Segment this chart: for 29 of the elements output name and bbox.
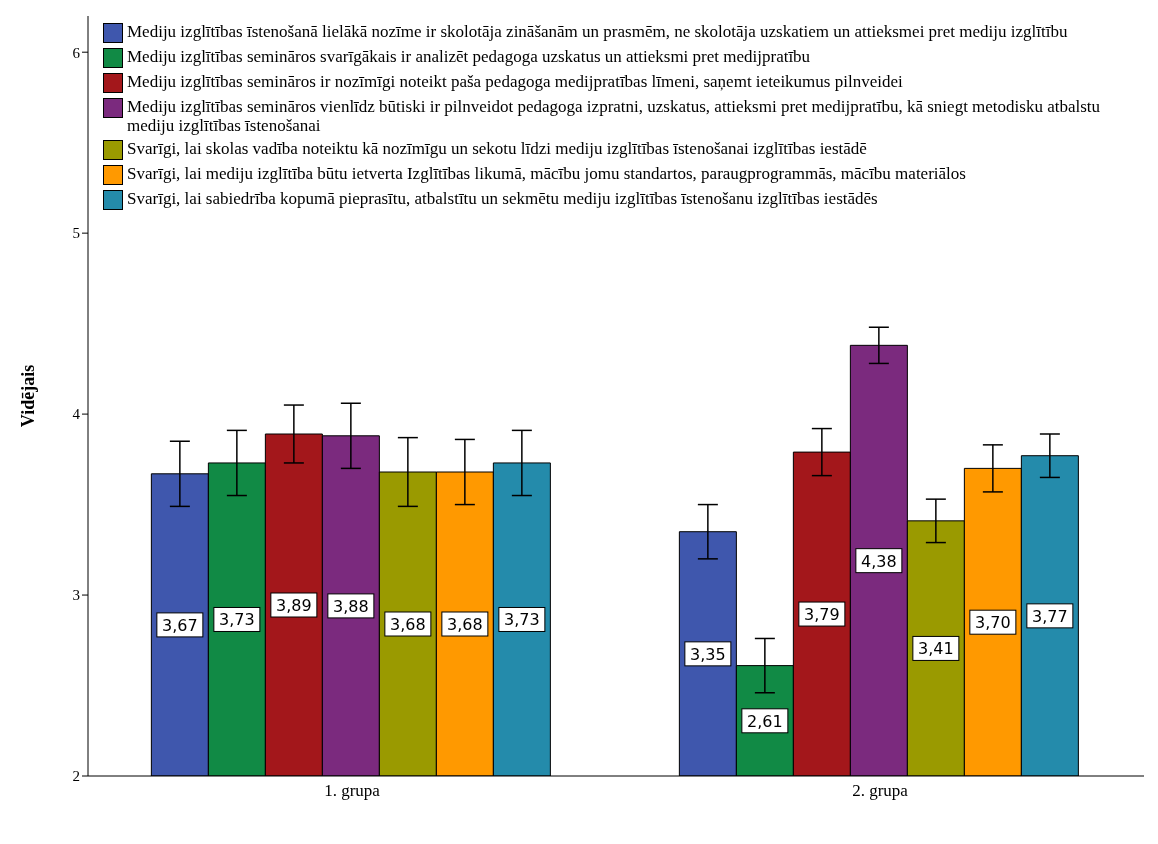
data-label: 3,67 xyxy=(162,615,198,635)
legend-label: Svarīgi, lai skolas vadība noteiktu kā nozīmīgu un sekotu līdzi mediju izglītības īstenošanai izglītības iestādē xyxy=(127,139,867,158)
data-label: 2,61 xyxy=(747,711,783,731)
y-tick-label: 6 xyxy=(72,44,81,61)
legend-label: Svarīgi, lai mediju izglītība būtu ietverta Izglītības likumā, mācību jomu standartos, paraugprogrammās, mācību materiālos xyxy=(127,164,966,183)
data-label: 3,79 xyxy=(804,605,840,625)
data-label: 3,35 xyxy=(690,644,726,664)
legend-label: Mediju izglītības īstenošanā lielākā nozīme ir skolotāja zināšanām un prasmēm, ne skolotāja uzskatiem un attieksmei pret mediju izglītību xyxy=(127,22,1068,41)
data-label: 3,73 xyxy=(219,610,255,630)
data-label: 3,70 xyxy=(975,613,1011,633)
legend-label: Mediju izglītības semināros vienlīdz būtiski ir pilnveidot pedagoga izpratni, uzskatus, attieksmi pret medijpratību, kā sniegt metodisku atbalstu mediju izglītības īstenošanai xyxy=(127,97,1102,135)
y-tick-label: 5 xyxy=(72,225,80,242)
data-label: 3,88 xyxy=(333,596,369,616)
y-tick-label: 2 xyxy=(72,768,80,785)
data-label: 3,68 xyxy=(447,615,483,634)
data-label: 3,41 xyxy=(918,639,954,659)
legend-label: Svarīgi, lai sabiedrība kopumā pieprasītu, atbalstītu un sekmētu mediju izglītības īstenošanu izglītības iestādēs xyxy=(127,189,878,208)
x-tick-label: 2. grupa xyxy=(852,781,909,801)
y-tick-label: 4 xyxy=(72,406,81,423)
x-tick-label: 1. grupa xyxy=(324,781,381,801)
data-label: 3,73 xyxy=(504,610,540,630)
legend-label: Mediju izglītības semināros ir nozīmīgi noteikt paša pedagoga medijpratības līmeni, saņemt ieteikumus pilnveidei xyxy=(127,72,903,91)
y-tick-label: 3 xyxy=(72,587,80,604)
data-label: 4,38 xyxy=(861,551,897,571)
data-label: 3,68 xyxy=(390,615,426,634)
y-axis-title: Vidējais xyxy=(18,364,39,428)
data-label: 3,89 xyxy=(276,596,312,615)
legend-label: Mediju izglītības semināros svarīgākais ir analizēt pedagoga uzskatus un attieksmi pret medijpratību xyxy=(127,47,811,66)
data-label: 3,77 xyxy=(1032,606,1068,626)
